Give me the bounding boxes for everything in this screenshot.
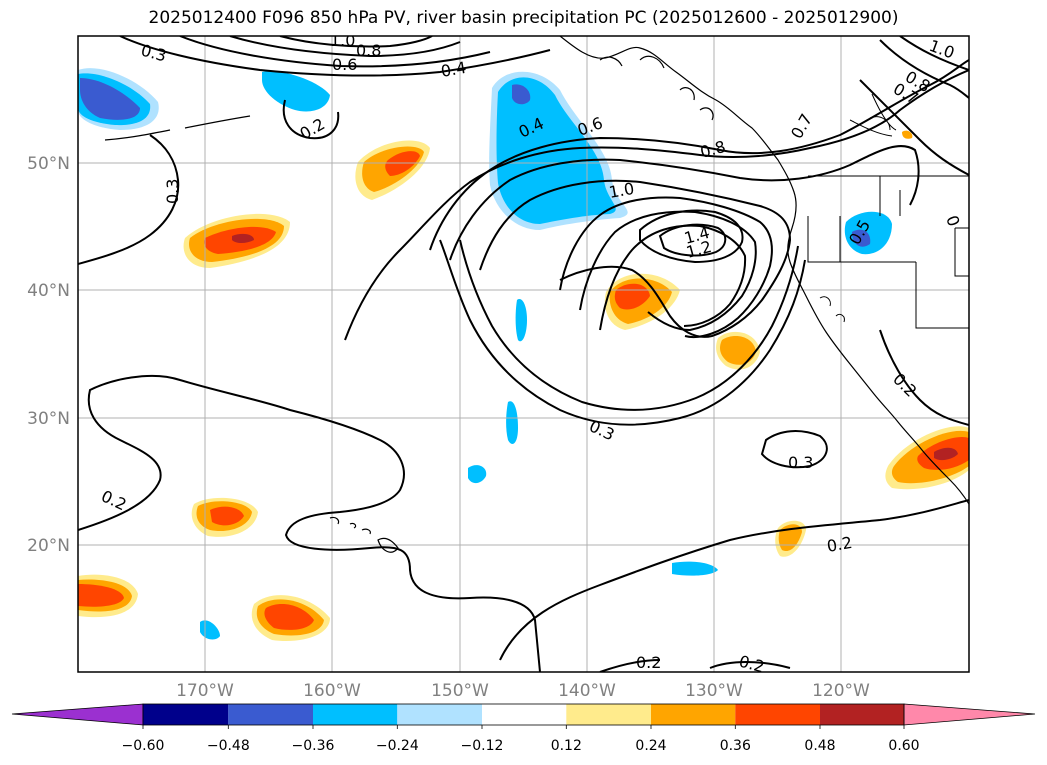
contour-label: 0.8 (356, 41, 381, 60)
lon-label: 160°W (303, 681, 361, 701)
colorbar-tick-label: 0.60 (888, 738, 919, 754)
colorbar-bin (143, 704, 229, 725)
precip-blob-neg (672, 561, 718, 576)
contour-label: 0.2 (825, 533, 853, 556)
lon-label: 120°W (812, 681, 870, 701)
colorbar-bin (651, 704, 736, 725)
colorbar-tick-label: −0.24 (376, 738, 419, 754)
graticule (78, 36, 969, 672)
colorbar-bin (735, 704, 820, 725)
precip-blob-neg (852, 229, 871, 247)
precip-blob-pos (902, 130, 913, 139)
contour-label: 0.6 (332, 55, 357, 74)
latitude-labels: 50°N 40°N 30°N 20°N (27, 154, 70, 556)
colorbar-tick-label: 0.24 (635, 738, 666, 754)
precip-blob-neg (80, 78, 140, 120)
colorbar-tick-label: −0.60 (122, 738, 165, 754)
contour-label: 0.3 (788, 453, 813, 472)
longitude-labels: 170°W 160°W 150°W 140°W 130°W 120°W (176, 681, 870, 701)
colorbar-extend-min (11, 703, 144, 726)
precip-blob-neg (515, 299, 527, 342)
lon-label: 140°W (558, 681, 616, 701)
precip-blob-neg (512, 84, 531, 105)
plot-area: 0.3 1.0 0.8 0.6 0.4 0.2 0.3 0.4 0.6 0.8 … (77, 31, 970, 677)
precip-blob-pos (385, 151, 420, 176)
precip-blob-pos (210, 506, 244, 526)
colorbar: −0.60 −0.48 −0.36 −0.24 −0.12 0.12 0.24 … (11, 703, 1036, 754)
precip-blob-pos (264, 604, 314, 630)
lat-label: 50°N (27, 154, 70, 174)
contour-label: 1.0 (330, 31, 355, 50)
colorbar-bin (228, 704, 313, 725)
colorbar-tick-label: −0.12 (461, 738, 504, 754)
map-title: 2025012400 F096 850 hPa PV, river basin … (148, 8, 899, 28)
colorbar-bin (482, 704, 567, 725)
colorbar-bin (566, 704, 651, 725)
precip-blob-pos (720, 336, 756, 365)
colorbar-bin (313, 704, 398, 725)
lat-label: 30°N (27, 409, 70, 429)
lat-label: 20°N (27, 536, 70, 556)
contour-label: 0.2 (737, 652, 767, 677)
lon-label: 170°W (176, 681, 234, 701)
colorbar-extend-max (903, 703, 1036, 726)
colorbar-bin (397, 704, 482, 725)
colorbar-tick-label: 0.48 (804, 738, 835, 754)
colorbar-tick-label: 0.12 (551, 738, 582, 754)
contour-label: 0.3 (163, 179, 182, 204)
contour-label: 1.0 (607, 179, 635, 202)
precip-blob-neg (262, 71, 330, 112)
contour-label: 0.2 (636, 653, 661, 672)
colorbar-bin (820, 704, 904, 725)
lon-label: 130°W (685, 681, 743, 701)
precip-blob-pos (934, 447, 958, 461)
colorbar-tick-label: −0.48 (207, 738, 250, 754)
lat-label: 40°N (27, 281, 70, 301)
plot-frame (77, 35, 970, 673)
precip-blob-neg (468, 465, 487, 484)
precip-blob-pos (78, 584, 124, 607)
lon-label: 150°W (431, 681, 489, 701)
colorbar-tick-label: −0.36 (292, 738, 335, 754)
contour-label: 0.4 (439, 58, 467, 81)
precip-blob-pos (232, 233, 254, 243)
pv-contours (78, 36, 969, 672)
colorbar-tick-label: 0.36 (720, 738, 751, 754)
precip-blob-neg (506, 401, 518, 444)
